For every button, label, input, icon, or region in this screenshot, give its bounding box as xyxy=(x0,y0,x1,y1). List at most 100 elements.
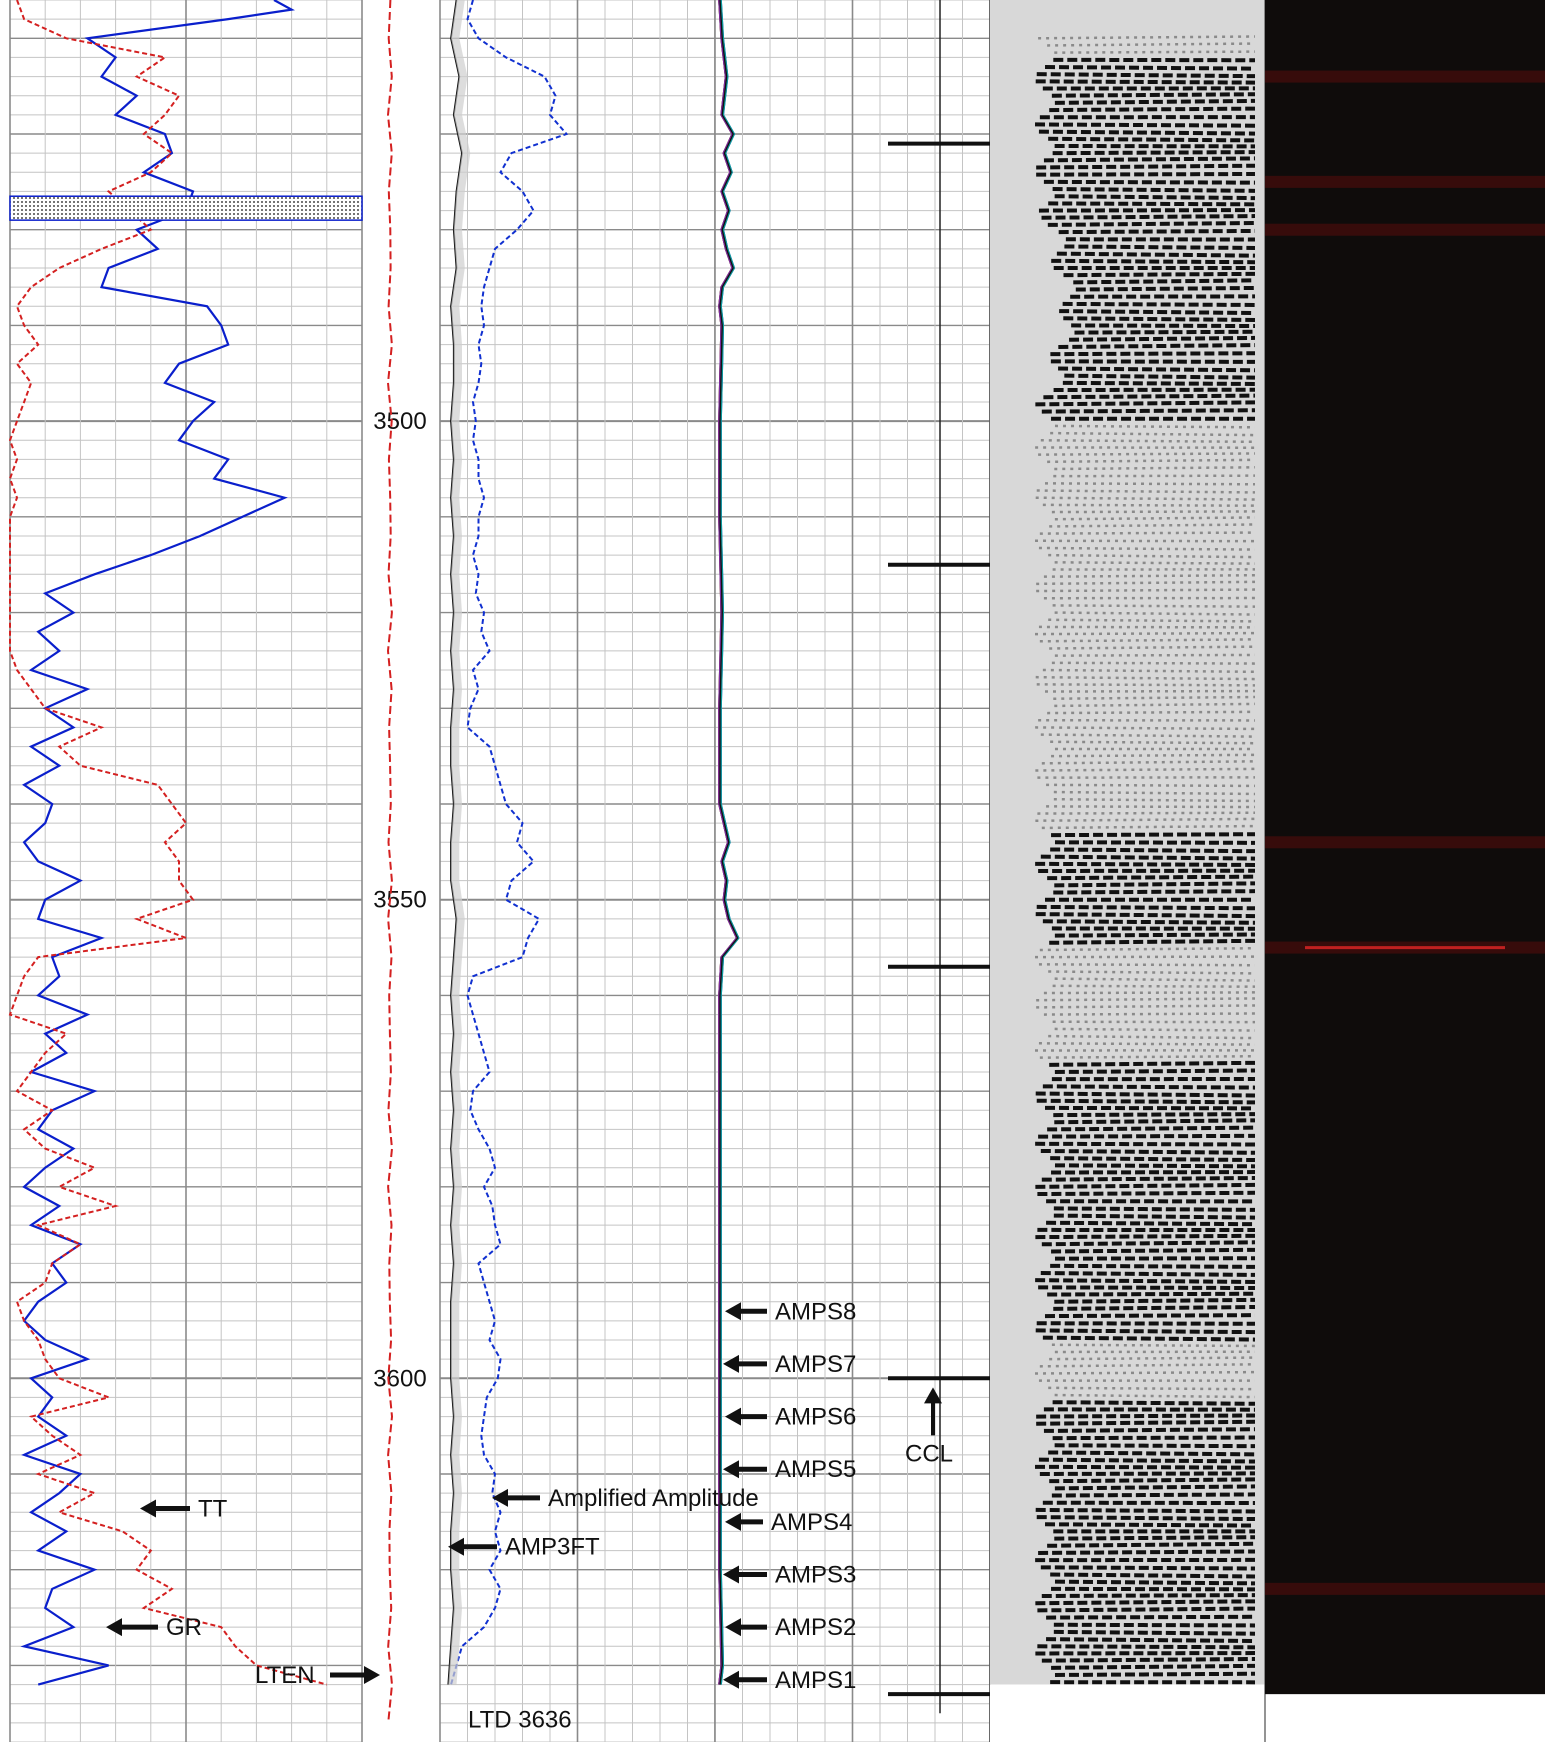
vdl-stripe xyxy=(1046,1220,1256,1227)
vdl-stripe xyxy=(1051,1492,1256,1498)
vdl-stripe xyxy=(1035,1278,1256,1284)
amp3ft-label: AMP3FT xyxy=(505,1534,600,1561)
vdl-stripe xyxy=(1073,278,1256,285)
vdl-stripe xyxy=(1041,760,1256,765)
amps-amps3-label: AMPS3 xyxy=(775,1562,856,1589)
vdl-stripe xyxy=(1036,1098,1256,1105)
vdl-stripe xyxy=(1036,171,1256,177)
vdl-stripe xyxy=(1046,805,1256,809)
lten-label: LTEN xyxy=(255,1662,315,1689)
vdl-stripe xyxy=(1047,1291,1256,1297)
vdl-stripe xyxy=(1040,1565,1256,1571)
vdl-stripe xyxy=(1054,466,1256,471)
vdl-track xyxy=(990,0,1266,1742)
vdl-stripe xyxy=(1040,439,1256,444)
vdl-stripe xyxy=(1049,523,1256,528)
vdl-stripe xyxy=(1041,408,1256,414)
vdl-stripe xyxy=(1036,163,1256,170)
vdl-stripe xyxy=(1050,847,1256,854)
vdl-stripe xyxy=(1047,42,1256,47)
vdl-stripe xyxy=(1049,1477,1256,1484)
vdl-stripe xyxy=(1036,1419,1256,1426)
vdl-stripe xyxy=(1058,228,1256,235)
vdl-stripe xyxy=(1052,984,1256,988)
vdl-stripe xyxy=(1054,977,1256,982)
vdl-stripe xyxy=(1039,1471,1256,1476)
vdl-stripe xyxy=(1059,309,1256,316)
amps-amps6-arrow-head xyxy=(725,1407,741,1426)
vdl-stripe xyxy=(1038,1285,1256,1291)
vdl-stripe xyxy=(1053,695,1256,700)
amplified-amplitude-label: Amplified Amplitude xyxy=(548,1485,759,1512)
curve-lten xyxy=(386,0,394,1723)
curve-amps3 xyxy=(720,0,740,1685)
vdl-stripe xyxy=(1037,1190,1256,1197)
vdl-stripe xyxy=(1038,129,1256,136)
amps-amps8-arrow-head xyxy=(725,1302,741,1321)
curve-amps1 xyxy=(719,0,739,1685)
vdl-stripe xyxy=(1050,351,1256,357)
vdl-stripe xyxy=(1054,98,1256,105)
vdl-stripe xyxy=(1035,1141,1256,1147)
vdl-stripe xyxy=(1051,832,1256,838)
amps-amps7-label: AMPS7 xyxy=(775,1351,856,1378)
vdl-stripe xyxy=(1043,179,1256,185)
vdl-stripe xyxy=(1049,938,1256,945)
depth-label-3600: 3600 xyxy=(373,1365,426,1392)
vdl-stripe xyxy=(1036,1321,1256,1326)
curve-gr xyxy=(20,0,296,1686)
amps-amps5-label: AMPS5 xyxy=(775,1456,856,1483)
vdl-stripe xyxy=(1052,604,1256,608)
vdl-stripe xyxy=(1041,1240,1256,1247)
vdl-stripe xyxy=(1053,1305,1256,1311)
curve-amplified-amplitude xyxy=(450,0,569,1685)
tt-label: TT xyxy=(198,1495,228,1522)
amps-amps3-arrow-head xyxy=(723,1565,739,1584)
vdl-stripe xyxy=(1054,840,1256,845)
image-red-streak xyxy=(1265,223,1545,236)
vdl-stripe xyxy=(1062,301,1256,307)
vdl-stripe xyxy=(1038,1133,1256,1139)
vdl-stripe xyxy=(1040,733,1256,738)
vdl-stripe xyxy=(1058,366,1256,373)
vdl-stripe xyxy=(1037,1644,1256,1650)
vdl-stripe xyxy=(1048,970,1256,975)
vdl-stripe xyxy=(1047,874,1256,881)
vdl-stripe xyxy=(1054,1393,1256,1399)
label-layer: TT GR Amplified Amplitude AMP3FT AMPS8 AMPS7 A… xyxy=(106,1298,953,1734)
vdl-stripe xyxy=(1054,1118,1256,1125)
vdl-stripe xyxy=(1054,653,1256,657)
vdl-stripe xyxy=(1053,797,1256,803)
vdl-stripe xyxy=(1048,553,1256,559)
ccl-arrow-head xyxy=(924,1387,942,1404)
vdl-stripe xyxy=(1054,1163,1256,1169)
vdl-stripe xyxy=(1047,220,1256,227)
vdl-stripe xyxy=(1054,1068,1256,1074)
grid-layer xyxy=(9,0,991,1742)
vdl-stripe xyxy=(1042,1335,1256,1342)
vdl-stripe xyxy=(1048,618,1256,623)
vdl-stripe xyxy=(1051,510,1256,514)
vdl-stripe xyxy=(1071,323,1256,329)
amps-amps8-label: AMPS8 xyxy=(775,1298,856,1325)
vdl-stripe xyxy=(1054,932,1256,938)
vdl-stripe xyxy=(1051,753,1256,758)
vdl-stripe xyxy=(1054,50,1256,54)
curve-layer xyxy=(8,0,990,1723)
vdl-stripe xyxy=(1046,1637,1256,1644)
gr-label: GR xyxy=(166,1614,202,1641)
vdl-stripe xyxy=(1075,285,1256,292)
vdl-stripe xyxy=(1038,1457,1256,1464)
vdl-stripe xyxy=(1040,1271,1256,1277)
vdl-stripe xyxy=(1054,1027,1256,1032)
vdl-stripe xyxy=(1035,1091,1256,1098)
lten-arrow-head xyxy=(364,1666,380,1684)
vdl-stripe xyxy=(1054,1579,1256,1586)
tt-arrow-head xyxy=(140,1499,156,1518)
vdl-stripe xyxy=(1047,1541,1256,1548)
vdl-stripe xyxy=(1036,1515,1256,1522)
vdl-stripe xyxy=(1035,1233,1256,1240)
vdl-stripe xyxy=(1058,343,1256,349)
vdl-stripe xyxy=(1036,72,1256,79)
